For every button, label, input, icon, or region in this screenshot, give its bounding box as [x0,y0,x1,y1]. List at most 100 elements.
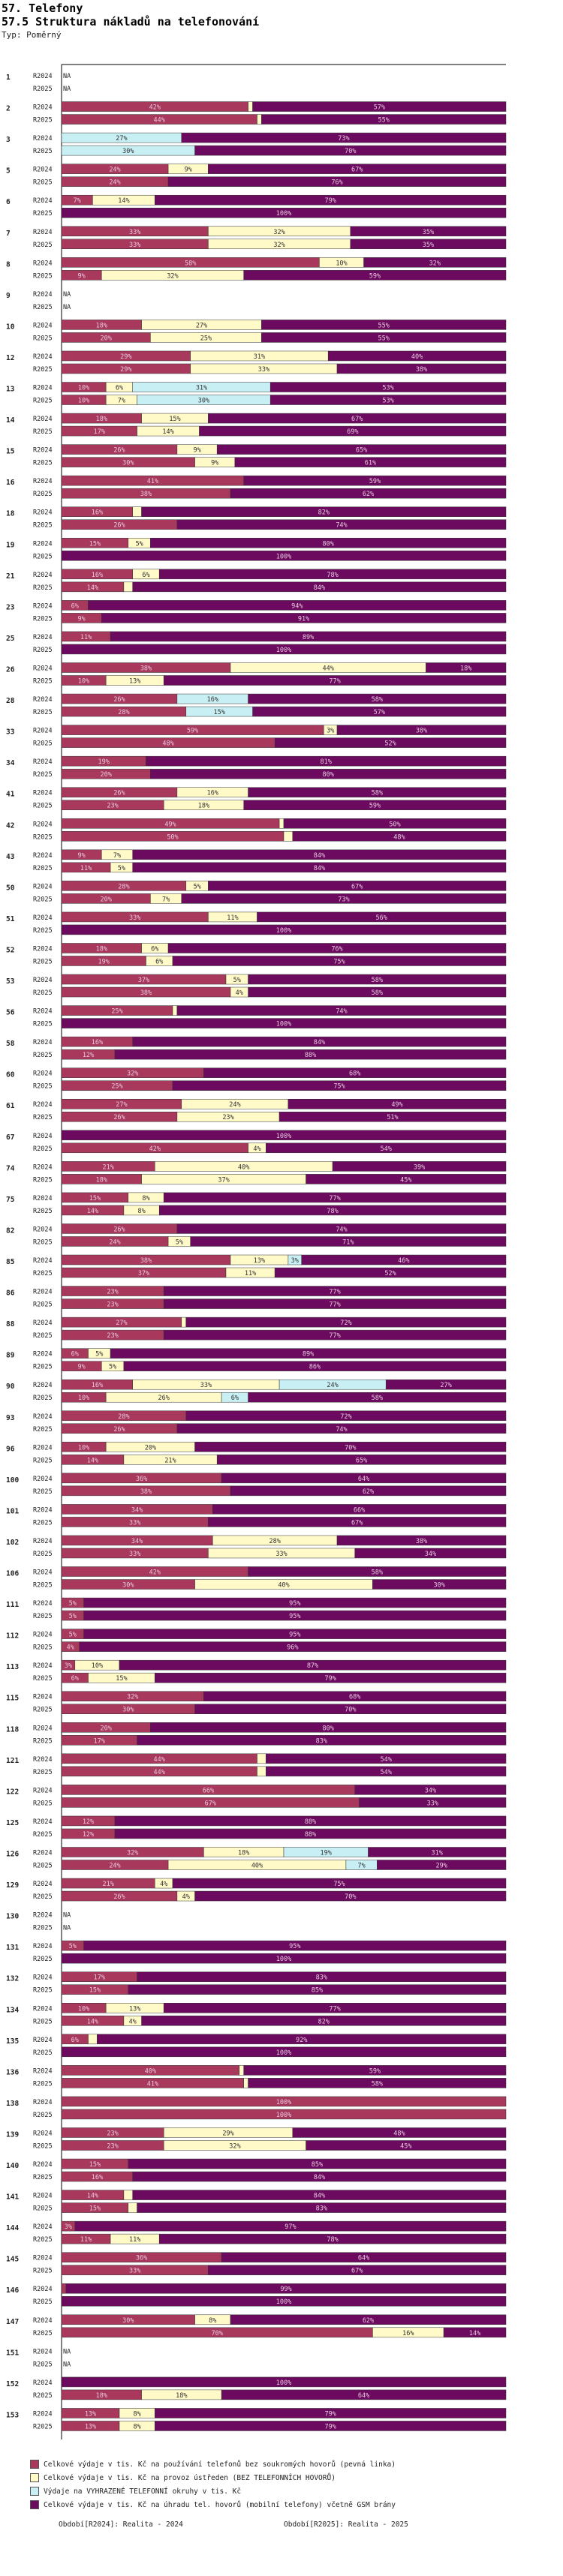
bar-value-label: 46% [398,1257,409,1265]
bar-value-label: 91% [298,615,309,623]
bar-value-label: 8% [133,2410,140,2418]
bar-segment [61,1130,507,1141]
bar-value-label: 62% [363,2317,374,2325]
bar-value-label: 14% [87,1208,98,1215]
bar-value-label: 42% [149,104,161,112]
bar-value-label: 8% [133,2423,140,2430]
year-label: R2025 [33,803,53,810]
group-label: 90 [6,1383,15,1391]
bar-segment [61,924,507,935]
bar-segment [248,974,507,985]
year-label: R2024 [33,229,53,236]
year-label: R2024 [33,1756,53,1764]
group-label: 96 [6,1445,15,1453]
bar-segment [283,818,507,829]
bar-segment [283,831,294,842]
year-label: R2024 [33,1943,53,1950]
group-label: 56 [6,1009,15,1017]
bar-value-label: 5% [135,540,143,548]
bar-segment [74,2220,507,2232]
year-label: R2025 [33,1426,53,1434]
bar-segment [208,1517,507,1527]
bar-segment [443,2327,507,2338]
bar-value-label: 4% [253,1145,260,1153]
bar-value-label: 15% [89,1987,101,1995]
year-label: R2025 [33,1769,53,1776]
year-label: R2024 [33,2067,53,2075]
bar-value-label: 11% [245,1270,256,1277]
bar-value-label: 3% [327,728,334,735]
bar-value-label: 6% [151,945,158,953]
bar-value-label: 40% [278,1582,289,1590]
year-label: R2025 [33,522,53,530]
bar-value-label: 27% [116,135,127,143]
bar-value-label: 6% [142,572,149,579]
year-label: R2024 [33,2348,53,2355]
year-label: R2024 [33,790,53,797]
year-label: R2024 [33,1133,53,1140]
bar-segment [261,332,507,343]
bar-segment [150,538,507,548]
bar-segment [248,101,253,112]
year-label: R2024 [33,852,53,860]
bar-value-label: 55% [378,322,390,329]
bar-value-label: 24% [109,167,120,174]
group-label: 132 [6,1975,19,1983]
group-label: 25 [6,635,15,643]
bar-value-label: 18% [238,1850,249,1857]
bar-segment [146,755,507,767]
bar-segment [248,1566,507,1577]
bar-value-label: 21% [103,1881,114,1888]
group-label: 82 [6,1226,14,1235]
bar-value-label: 6% [71,1675,79,1683]
bar-value-label: 29% [120,366,131,374]
year-label: R2025 [33,678,53,686]
group-label: 126 [6,1851,19,1859]
bar-value-label: 14% [162,428,173,436]
bar-value-label: 100% [276,2112,291,2119]
year-label: R2025 [33,1052,53,1059]
bar-value-label: 30% [122,1582,134,1590]
na-label: NA [63,291,71,299]
bar-value-label: 84% [314,2193,325,2200]
bar-segment [61,644,507,655]
bar-segment [194,1890,507,1902]
legend-item: Celkové výdaje v tis. Kč na provoz ústře… [30,2471,396,2484]
bar-segment [61,551,507,561]
chart-subtitle-heading: 57.5 Struktura nákladů na telefonování [2,15,260,29]
bar-value-label: 20% [101,771,112,779]
bar-segment [208,881,507,891]
bar-value-label: 10% [78,1444,89,1452]
bar-value-label: 38% [140,665,152,673]
year-label: R2025 [33,1145,53,1153]
bar-value-label: 18% [96,322,107,329]
bar-value-label: 18% [96,416,107,423]
year-label: R2025 [33,1083,53,1091]
bar-segment [176,1005,507,1016]
bar-value-label: 88% [305,1052,316,1059]
bar-value-label: 11% [227,914,238,922]
bar-value-label: 6% [71,2037,79,2044]
year-label: R2025 [33,1364,53,1371]
year-label: R2024 [33,2099,53,2106]
group-label: 111 [6,1601,19,1609]
bar-segment [234,457,507,467]
bar-segment [181,132,507,143]
year-label: R2024 [33,197,53,205]
bar-segment [158,1205,507,1216]
bar-segment [114,1815,507,1827]
year-label: R2024 [33,1787,53,1794]
year-label: R2024 [33,1101,53,1109]
legend-item: Celkové výdaje v tis. Kč na úhradu tel. … [30,2498,396,2511]
year-label: R2024 [33,1413,53,1421]
group-label: 131 [6,1944,19,1952]
year-label: R2024 [33,104,53,112]
group-label: 138 [6,2100,19,2108]
bar-value-label: 80% [323,771,334,779]
bar-segment [185,1317,507,1328]
bar-value-label: 28% [118,883,129,890]
group-label: 139 [6,2130,19,2139]
legend: Celkové výdaje v tis. Kč na používání te… [30,2457,396,2511]
year-label: R2025 [33,304,53,311]
bar-value-label: 26% [113,522,125,530]
